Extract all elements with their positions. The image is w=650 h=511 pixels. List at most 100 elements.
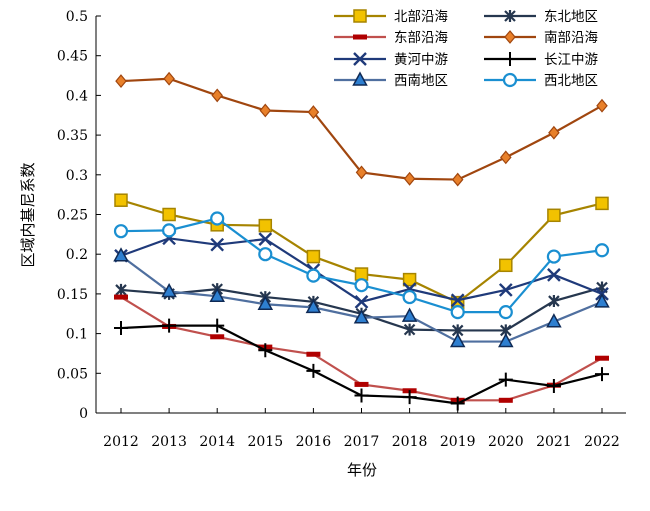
- x-tick-label: 2013: [151, 434, 187, 450]
- x-tick-label: 2020: [488, 434, 524, 450]
- data-point: [498, 372, 513, 387]
- data-point: [354, 381, 369, 387]
- data-point: [114, 193, 128, 207]
- data-point: [210, 318, 225, 333]
- data-point: [163, 71, 175, 86]
- data-point: [355, 165, 368, 180]
- data-point: [114, 321, 128, 336]
- data-point: [546, 313, 562, 328]
- legend-label: 北部沿海: [394, 9, 448, 25]
- data-point: [354, 278, 369, 293]
- legend-marker: [504, 10, 516, 22]
- data-point: [548, 295, 560, 308]
- data-point: [450, 293, 465, 308]
- series-layer: [113, 71, 610, 411]
- x-tick-label: 2021: [536, 434, 572, 450]
- series-triangle: [113, 247, 610, 348]
- y-tick-label: 0.05: [57, 366, 88, 382]
- y-tick-label: 0.1: [66, 327, 88, 343]
- data-point: [500, 150, 512, 165]
- legend-label: 西北地区: [544, 73, 598, 89]
- data-point: [450, 396, 465, 411]
- data-point: [114, 294, 128, 300]
- data-point: [209, 287, 225, 303]
- data-point: [258, 232, 273, 246]
- legend-label: 黄河中游: [394, 52, 448, 68]
- legend-item: 长江中游: [484, 52, 598, 68]
- legend-label: 东北地区: [544, 9, 598, 25]
- legend-marker: [352, 71, 368, 86]
- y-axis-title: 区域内基尼系数: [19, 162, 37, 267]
- legend-item: 西南地区: [334, 71, 448, 89]
- data-point: [115, 283, 127, 296]
- legend-item: 南部沿海: [484, 30, 598, 46]
- data-point: [353, 309, 370, 324]
- data-point: [211, 88, 223, 103]
- data-point: [596, 98, 608, 113]
- data-point: [499, 258, 513, 273]
- data-point: [595, 355, 609, 361]
- data-point: [498, 305, 513, 320]
- x-tick-label: 2012: [103, 434, 139, 450]
- x-tick-label: 2014: [199, 434, 235, 450]
- data-point: [210, 211, 225, 226]
- legend-marker: [504, 30, 516, 44]
- legend-label: 长江中游: [544, 52, 598, 68]
- data-point: [547, 267, 561, 282]
- data-point: [306, 351, 321, 357]
- legend-marker: [353, 34, 367, 40]
- data-point: [401, 307, 418, 322]
- legend-marker: [502, 72, 518, 88]
- x-tick-label: 2015: [247, 434, 283, 450]
- data-point: [162, 318, 177, 333]
- data-point: [258, 343, 273, 358]
- data-point: [257, 295, 274, 310]
- legend-label: 东部沿海: [394, 30, 448, 46]
- data-point: [354, 388, 369, 403]
- data-point: [402, 272, 417, 287]
- data-point: [498, 397, 513, 403]
- x-tick-label: 2016: [296, 434, 332, 450]
- data-point: [259, 103, 272, 118]
- data-point: [594, 243, 610, 258]
- data-point: [498, 283, 513, 297]
- data-point: [354, 294, 369, 309]
- legend-marker: [503, 52, 517, 66]
- data-point: [306, 249, 321, 264]
- data-point: [113, 247, 129, 262]
- legend-marker: [353, 52, 367, 66]
- data-point: [113, 224, 129, 239]
- data-point: [450, 305, 465, 320]
- data-point: [449, 332, 466, 348]
- data-point: [402, 289, 417, 305]
- legend-label: 南部沿海: [544, 30, 598, 46]
- x-axis-title: 年份: [347, 461, 377, 479]
- y-tick-label: 0: [79, 406, 88, 422]
- series-diamond: [115, 71, 608, 187]
- data-point: [306, 363, 321, 378]
- data-point: [403, 171, 416, 186]
- x-tick-label: 2019: [440, 434, 476, 450]
- legend-item: 西北地区: [484, 72, 598, 89]
- series-line: [120, 77, 603, 181]
- data-point: [451, 172, 464, 187]
- data-point: [548, 125, 560, 140]
- legend-item: 北部沿海: [334, 9, 448, 25]
- data-point: [498, 332, 514, 348]
- series-circle: [113, 211, 610, 320]
- y-tick-label: 0.25: [57, 208, 88, 224]
- data-point: [594, 293, 610, 308]
- data-point: [547, 208, 561, 223]
- data-point: [210, 237, 225, 252]
- axes: 0 0.05 0.1 0.15 0.2 0.25 0.3 0.35 0.4 0.45 0.5 2012…: [57, 9, 626, 450]
- y-tick-label: 0.35: [57, 128, 88, 144]
- x-tick-label: 2022: [584, 434, 620, 450]
- data-point: [307, 105, 320, 120]
- y-tick-label: 0.15: [57, 287, 88, 303]
- y-tick-label: 0.5: [66, 9, 88, 25]
- data-point: [258, 218, 273, 233]
- data-point: [403, 323, 416, 336]
